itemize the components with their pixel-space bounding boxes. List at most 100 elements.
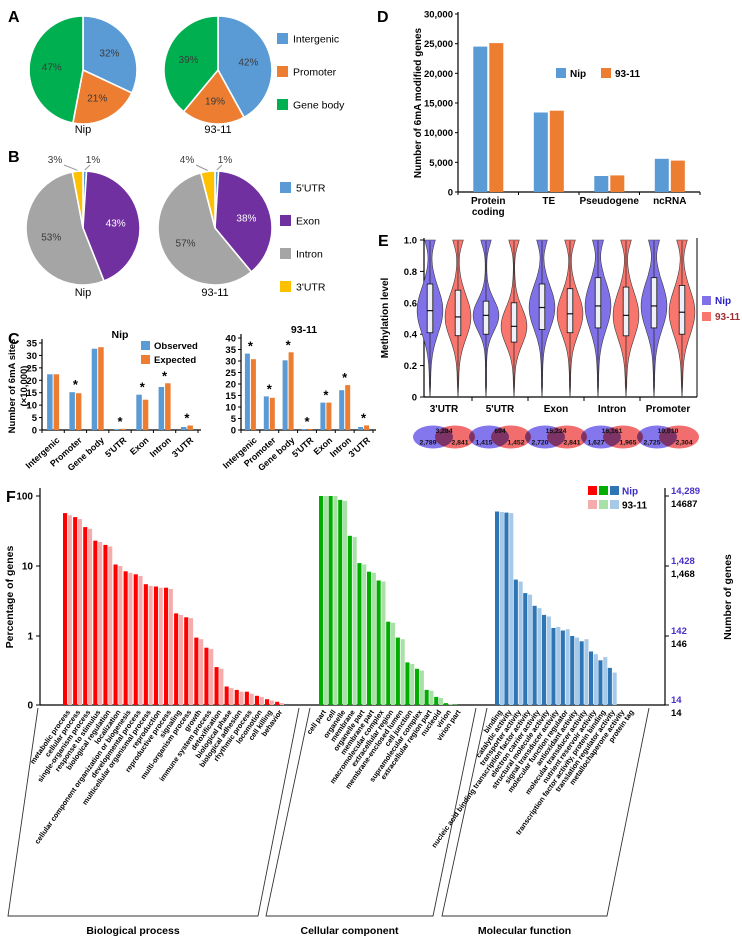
go-bar-9311 [249,693,254,705]
bar-observed [114,429,120,430]
go-bar-9311 [108,546,113,705]
venn-9311-count: 2,304 [675,440,692,447]
go-bar-nip [164,587,169,705]
x-category-label: 3'UTR [430,404,459,415]
box-iqr [538,283,546,330]
bar-observed [69,392,75,430]
go-bar-9311 [575,637,580,705]
legend-swatch [601,68,611,78]
go-bar-9311 [448,703,453,705]
go-bar-9311 [229,688,234,705]
venn-ellipse-9311 [547,425,587,449]
pie-slice-label: 39% [179,55,199,66]
significance-star: * [342,370,348,385]
pie-slice-label: 3% [48,155,63,166]
label-leader-line [195,164,208,171]
go-bar-nip [532,605,537,705]
go-bar-9311 [323,496,328,705]
legend-label: Promoter [293,67,337,79]
go-bar-nip [93,540,98,705]
bar-expected [364,425,370,430]
go-bar-nip [184,617,189,705]
c-chart-title: Nip [112,329,129,341]
panel-b-pies: 1% 43% 53% 3% Nip 1% 38% 57% 4% 93-11 5'UTR Exon Int… [25,155,326,299]
go-bar-9311 [612,672,617,705]
bar-expected [288,352,294,430]
d-y-axis-title: Number of 6mA modified genes [413,27,424,178]
go-bar-9311 [138,576,143,705]
go-bar-nip [495,511,500,705]
pie-slice-label: 53% [41,233,61,244]
go-bar-nip [598,660,603,705]
legend-swatch [588,486,597,495]
y-tick-label: 5,000 [429,158,453,169]
go-bar-9311 [333,496,338,705]
y-tick-label: 10 [22,562,34,573]
go-bar-9311 [352,537,357,705]
pie-slice-label: 1% [86,155,101,166]
panel-label-c: C [8,331,20,348]
pie-slice-label: 4% [180,155,195,166]
f-y-axis-title-left: Percentage of genes [4,545,16,648]
go-bar-9311 [178,614,183,705]
x-category-label: 3'UTR [170,435,196,460]
y-tick-label: 20 [26,376,37,387]
bar-93-11 [610,175,625,192]
legend-label-nip: Nip [622,487,638,498]
go-bar-nip [589,651,594,705]
y-tick-label: 0 [32,426,37,437]
pie-slice-label: 42% [238,58,258,69]
significance-star: * [162,368,168,383]
y-tick-label: 25 [225,368,236,379]
bar-observed [180,427,187,430]
venn-9311-count: 1,965 [619,440,636,447]
go-bar-nip [579,641,584,705]
pie-slice-exon [214,170,273,273]
x-category-label: Exon [128,435,151,457]
go-bar-9311 [371,572,376,705]
go-bar-nip [424,689,429,705]
x-category-label: Pseudogene [580,196,640,207]
go-bar-nip [153,586,158,705]
legend-swatch [280,215,291,226]
go-bar-nip [123,571,128,705]
bar-nip [533,112,548,192]
c-y-axis-title: (×10,000) [19,366,30,407]
pie-slice-intron [25,171,105,286]
venn-ellipse-9311 [659,425,699,449]
y-tick-label: 10 [26,401,37,412]
right-count-9311: 1,468 [671,569,695,580]
go-bar-9311 [546,616,551,705]
bar-expected [142,399,149,430]
y-tick-label: 20,000 [424,69,453,80]
bar-observed [339,390,345,430]
go-group-label: Cellular component [300,925,399,937]
go-bar-9311 [400,639,405,705]
significance-star: * [117,414,123,429]
legend-label: 3'UTR [296,282,326,294]
legend-label: 5'UTR [296,183,326,195]
panel-label-d: D [377,9,389,26]
y-tick-label: 100 [16,492,33,503]
venn-nip-count: 2,725 [643,440,660,447]
pie-slice-label: 43% [106,218,126,229]
significance-star: * [361,410,367,425]
pie-slice-exon [82,170,141,282]
y-tick-label: 0.8 [404,267,417,278]
box-iqr [454,289,462,337]
y-tick-label: 0.2 [404,361,417,372]
x-category-label: coding [472,207,505,218]
go-bar-nip [265,699,270,705]
venn-shared-count: 694 [494,428,506,435]
panel-f-go-bars: 100 14,289 14687 10 1,428 1,468 1 142 146 0 14 14 Pe… [4,486,734,937]
go-bar-nip [224,686,229,705]
legend-swatch [277,33,288,44]
venn-9311-count: 2,841 [451,440,468,447]
go-bar-9311 [343,500,348,705]
go-bar-9311 [128,572,133,705]
bar-expected [307,428,313,430]
x-category-label: Intron [148,435,173,459]
y-tick-label: 0 [448,188,453,199]
x-category-label: 3'UTR [347,435,373,460]
y-tick-label: 25,000 [424,39,453,50]
